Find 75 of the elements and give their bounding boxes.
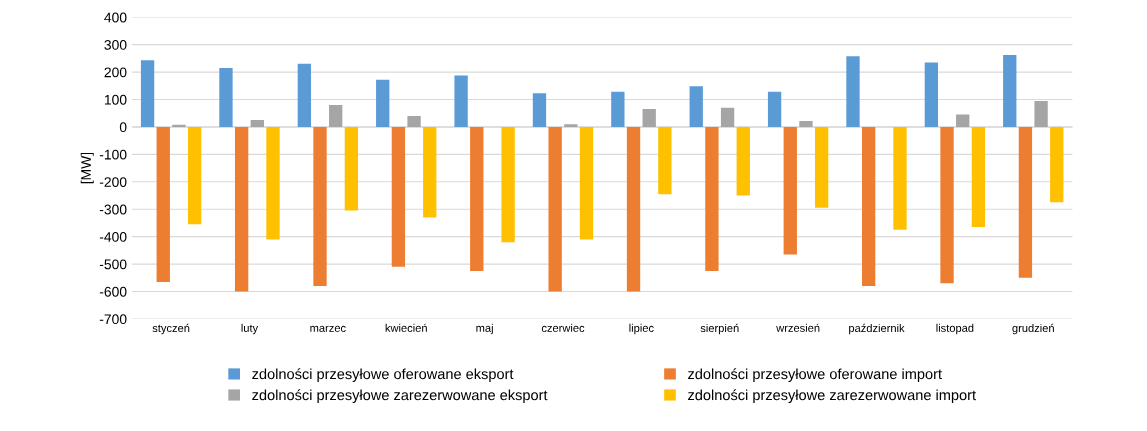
x-tick-label: listopad	[936, 323, 974, 335]
bar	[156, 126, 170, 282]
bar	[219, 67, 233, 127]
bar	[1018, 126, 1033, 278]
y-tick-label: -100	[99, 149, 127, 160]
y-tick-label: 0	[119, 122, 127, 133]
bar	[266, 126, 280, 240]
y-tick-label: 100	[104, 94, 127, 105]
bar	[642, 109, 656, 127]
bar	[767, 91, 782, 127]
x-tick-label: październik	[849, 323, 905, 335]
x-tick-label: czerwiec	[541, 323, 585, 332]
bar	[297, 63, 311, 127]
y-axis-title: [MW]	[80, 152, 94, 184]
bar	[391, 126, 406, 267]
bar	[548, 126, 562, 292]
y-tick-label: 300	[104, 40, 127, 50]
bar	[250, 120, 264, 127]
bar	[140, 60, 155, 127]
bar	[971, 126, 986, 228]
bar	[689, 86, 703, 127]
x-tick-label: sierpień	[700, 323, 739, 335]
bar	[720, 107, 735, 127]
y-tick-label: -700	[99, 314, 127, 325]
bar	[344, 126, 359, 211]
bar	[376, 79, 390, 127]
y-tick-label: -600	[99, 286, 127, 297]
bar	[579, 126, 594, 240]
bar	[658, 126, 672, 195]
bar	[329, 105, 343, 127]
x-tick-label: lipiec	[629, 323, 654, 335]
bar	[862, 126, 876, 287]
legend-label: zdolności przesyłowe oferowane eksport	[252, 368, 514, 383]
bar	[313, 126, 327, 287]
bar	[423, 126, 437, 218]
bar	[705, 126, 719, 271]
legend-label: zdolności przesyłowe zarezerwowane eksport	[252, 389, 548, 404]
bar	[172, 124, 186, 127]
bar	[626, 126, 641, 292]
legend-label: zdolności przesyłowe zarezerwowane import	[688, 389, 976, 404]
x-tick-label: marzec	[310, 325, 346, 332]
bar	[893, 126, 907, 230]
bar	[1003, 55, 1017, 127]
bar	[454, 75, 468, 127]
bar	[799, 120, 813, 127]
y-tick-label: 400	[104, 12, 127, 23]
y-tick-label: -200	[99, 177, 127, 187]
bar	[611, 91, 625, 127]
bar	[187, 126, 202, 225]
bar	[234, 126, 249, 292]
bar	[501, 126, 515, 243]
y-tick-label: -400	[99, 231, 127, 242]
x-tick-label: grudzień	[1012, 323, 1054, 335]
legend-label: zdolności przesyłowe oferowane import	[688, 368, 942, 383]
bar	[956, 114, 970, 127]
x-tick-label: wrzesień	[776, 323, 820, 332]
x-tick-label: luty	[241, 323, 259, 335]
x-tick-label: styczeń	[152, 323, 190, 335]
y-tick-label: 200	[104, 67, 127, 78]
bar	[470, 126, 484, 271]
x-tick-label: maj	[476, 323, 493, 335]
bar	[924, 62, 939, 127]
y-tick-label: -500	[99, 259, 127, 270]
bar	[940, 126, 954, 284]
bar	[532, 93, 547, 127]
bar	[1034, 100, 1048, 127]
bar	[736, 126, 750, 196]
bar	[783, 126, 797, 255]
x-tick-label: kwiecień	[385, 323, 427, 332]
bar	[814, 126, 829, 208]
bar	[407, 115, 421, 127]
bar	[846, 56, 860, 127]
bar	[564, 124, 578, 127]
bar	[1050, 126, 1064, 203]
y-tick-label: -300	[99, 204, 127, 215]
